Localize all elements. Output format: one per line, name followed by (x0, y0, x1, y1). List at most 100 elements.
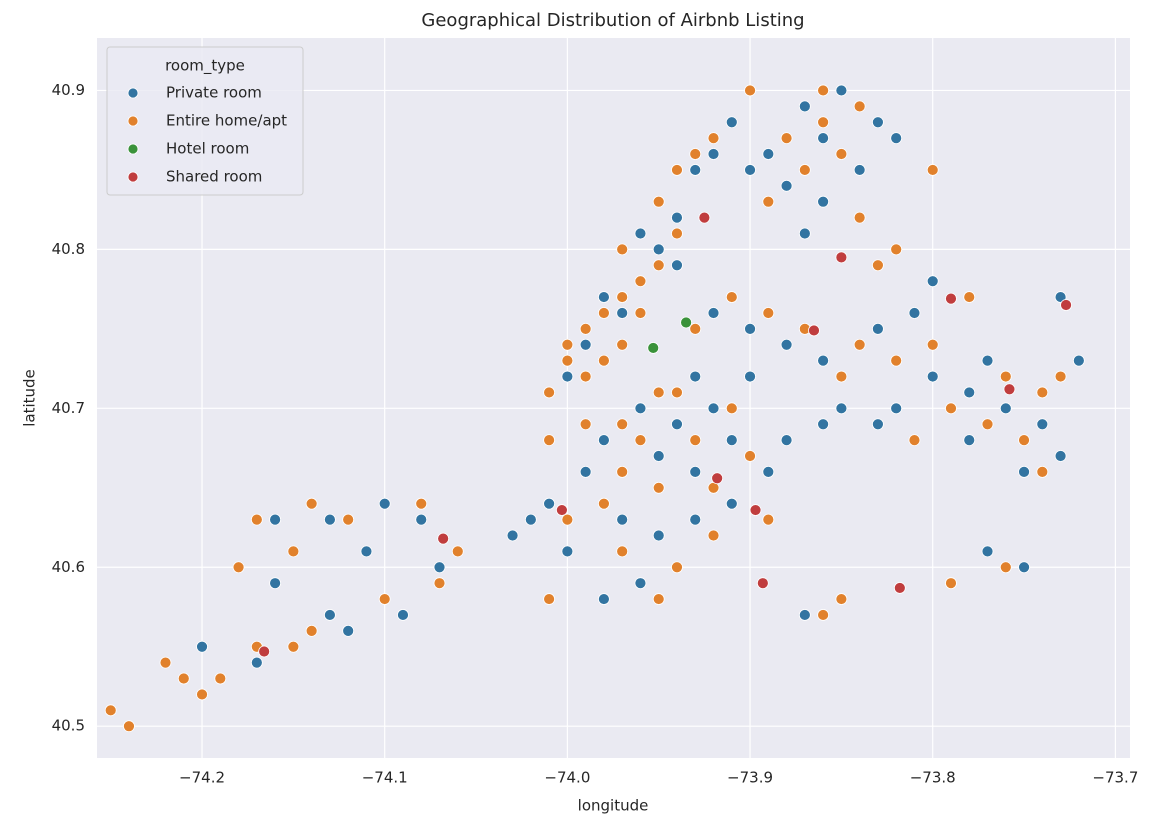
point (749, 504, 762, 516)
point (890, 243, 903, 256)
point (397, 609, 409, 621)
point (853, 100, 866, 113)
point (853, 164, 866, 176)
ticks: −74.2 −74.1 −74.0 −73.9 −73.8 −73.7 40.5 40.6 40… (52, 81, 1139, 787)
point (598, 354, 610, 367)
point (634, 307, 647, 319)
point (808, 324, 820, 337)
point (835, 84, 848, 97)
point (561, 354, 574, 367)
point (817, 84, 830, 97)
point (342, 624, 355, 637)
point (780, 434, 793, 447)
point (689, 434, 702, 447)
point (689, 164, 702, 176)
x-tick-label: −74.0 (544, 769, 590, 787)
point (707, 402, 720, 415)
legend-marker (127, 87, 139, 99)
point (853, 211, 866, 224)
point (756, 577, 769, 590)
point (232, 561, 245, 574)
point (872, 418, 884, 431)
point (579, 338, 592, 351)
point (725, 497, 738, 510)
point (945, 577, 957, 590)
point (725, 291, 738, 303)
point (250, 656, 263, 669)
point (269, 577, 282, 590)
y-axis-label: latitude (21, 369, 39, 427)
point (671, 164, 683, 176)
point (872, 322, 884, 335)
point (798, 609, 811, 621)
point (616, 545, 629, 558)
point (598, 307, 610, 319)
point (598, 593, 610, 605)
x-tick-label: −73.7 (1092, 769, 1138, 787)
point (506, 529, 519, 542)
point (671, 211, 683, 224)
point (890, 132, 903, 145)
point (177, 672, 190, 685)
point (872, 259, 884, 272)
point (415, 497, 428, 510)
point (598, 497, 610, 510)
point (579, 466, 592, 478)
legend-label: Private room (166, 84, 262, 102)
point (835, 251, 848, 264)
point (652, 529, 665, 542)
point (999, 561, 1012, 574)
point (652, 593, 665, 605)
point (890, 354, 903, 367)
point (689, 466, 702, 478)
point (437, 532, 450, 545)
point (616, 291, 629, 303)
point (698, 211, 711, 224)
point (671, 386, 683, 399)
point (159, 656, 172, 669)
point (634, 275, 647, 288)
point (689, 148, 702, 160)
point (689, 370, 702, 383)
point (1036, 386, 1049, 399)
point (725, 434, 738, 447)
point (652, 259, 665, 272)
point (671, 418, 683, 431)
point (835, 593, 848, 605)
point (324, 609, 336, 621)
legend-marker (127, 143, 139, 155)
x-tick-label: −74.2 (179, 769, 225, 787)
y-tick-label: 40.9 (52, 81, 85, 99)
point (817, 354, 830, 367)
point (634, 577, 647, 590)
point (360, 545, 373, 558)
point (543, 386, 556, 399)
point (798, 227, 811, 240)
point (543, 593, 556, 605)
point (671, 227, 683, 240)
point (744, 450, 756, 462)
point (981, 418, 994, 431)
y-tick-label: 40.6 (52, 558, 85, 576)
point (926, 275, 939, 288)
point (561, 513, 574, 526)
point (835, 370, 848, 383)
point (616, 243, 629, 256)
point (1054, 450, 1067, 462)
point (269, 513, 282, 526)
point (762, 195, 775, 208)
x-tick-label: −73.9 (727, 769, 773, 787)
point (963, 434, 976, 447)
point (324, 513, 336, 526)
point (680, 316, 693, 329)
point (689, 513, 702, 526)
point (780, 132, 793, 145)
y-tick-label: 40.5 (52, 717, 85, 735)
point (707, 148, 720, 160)
point (543, 497, 556, 510)
point (287, 640, 300, 653)
point (123, 720, 135, 733)
point (305, 624, 318, 637)
point (817, 418, 830, 431)
